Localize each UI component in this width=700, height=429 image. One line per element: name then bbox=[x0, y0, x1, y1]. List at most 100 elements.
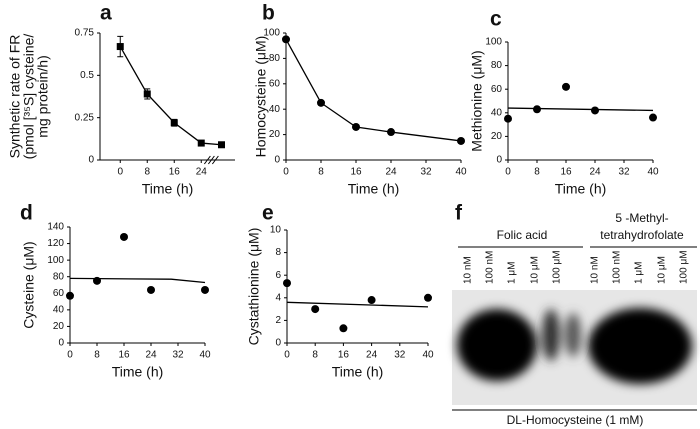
x-tick-label: 8 bbox=[94, 350, 100, 361]
lane-label: 10 nM bbox=[463, 256, 474, 284]
x-tick-label: 16 bbox=[118, 350, 130, 361]
line bbox=[286, 301, 429, 308]
y-axis-title: Methionine (μM) bbox=[469, 50, 485, 151]
y-tick-label: 0 bbox=[274, 155, 280, 166]
panel-label: f bbox=[455, 202, 463, 225]
x-axis-title: Time (h) bbox=[348, 181, 400, 197]
y-tick-label: 140 bbox=[47, 222, 64, 233]
y-tick-label: 0 bbox=[496, 155, 502, 166]
y-tick-label: 0 bbox=[88, 155, 94, 166]
axis-break bbox=[207, 155, 215, 165]
marker bbox=[120, 232, 128, 241]
y-tick-label: 0 bbox=[275, 338, 281, 349]
panel-label: d bbox=[20, 202, 33, 225]
x-tick-label: 16 bbox=[350, 167, 362, 178]
y-tick-label: 4 bbox=[275, 292, 281, 303]
lane-label: 10 μM bbox=[657, 256, 668, 284]
line bbox=[507, 107, 654, 112]
y-tick-label: 80 bbox=[491, 60, 503, 71]
marker bbox=[201, 285, 209, 294]
panel-label: a bbox=[100, 2, 112, 25]
y-tick-label: 20 bbox=[269, 129, 281, 140]
y-tick-label: 100 bbox=[485, 37, 502, 48]
group-label: tetrahydrofolate bbox=[600, 228, 684, 242]
axis-break bbox=[203, 155, 211, 165]
y-tick-label: 10 bbox=[270, 225, 282, 236]
y-tick-label: 100 bbox=[263, 28, 280, 39]
x-tick-label: 8 bbox=[312, 350, 318, 361]
x-tick-label: 8 bbox=[318, 167, 324, 178]
panel-label: e bbox=[262, 202, 274, 225]
x-tick-label: 40 bbox=[422, 350, 434, 361]
marker bbox=[352, 122, 360, 131]
lane-label: 100 nM bbox=[612, 251, 623, 284]
group-label: 5 -Methyl- bbox=[615, 211, 668, 225]
y-tick-label: 40 bbox=[491, 107, 503, 118]
y-tick-label: 6 bbox=[275, 270, 281, 281]
y-tick-label: 2 bbox=[275, 315, 281, 326]
x-axis-title: Time (h) bbox=[112, 364, 164, 380]
marker bbox=[218, 141, 225, 149]
band bbox=[542, 309, 560, 361]
marker bbox=[283, 279, 291, 288]
marker bbox=[116, 43, 124, 51]
x-tick-label: 32 bbox=[420, 167, 432, 178]
y-tick-label: 60 bbox=[269, 78, 281, 89]
band bbox=[457, 309, 537, 381]
lane-label: 100 μM bbox=[679, 250, 690, 284]
lane-label: 1 μM bbox=[634, 262, 645, 284]
panel-label: c bbox=[490, 8, 502, 31]
marker bbox=[311, 305, 320, 314]
y-axis-title: Cystathionine (μM) bbox=[246, 228, 262, 346]
band bbox=[565, 313, 581, 357]
y-tick-label: 0 bbox=[58, 338, 64, 349]
x-tick-label: 0 bbox=[283, 167, 289, 178]
x-tick-label: 8 bbox=[144, 167, 150, 178]
lane-label: 100 nM bbox=[485, 251, 496, 284]
line bbox=[285, 39, 462, 142]
panel-label: b bbox=[262, 2, 275, 25]
x-tick-label: 32 bbox=[394, 350, 406, 361]
marker bbox=[533, 105, 541, 114]
marker bbox=[367, 296, 376, 305]
x-tick-label: 24 bbox=[385, 167, 397, 178]
x-tick-label: 24 bbox=[145, 350, 157, 361]
gel-panel: f Folic acid 5 -Methyl- tetrahydrofolate… bbox=[452, 202, 697, 427]
marker bbox=[317, 98, 325, 107]
y-tick-label: 60 bbox=[53, 288, 65, 299]
y-tick-label: 8 bbox=[275, 247, 281, 258]
marker bbox=[197, 139, 205, 147]
marker bbox=[170, 119, 178, 127]
x-tick-label: 32 bbox=[172, 350, 184, 361]
marker bbox=[504, 114, 512, 123]
lane-label: 10 nM bbox=[590, 256, 601, 284]
y-tick-label: 20 bbox=[491, 131, 503, 142]
marker bbox=[424, 293, 432, 302]
x-tick-label: 24 bbox=[366, 350, 378, 361]
line bbox=[119, 46, 222, 146]
x-tick-label: 0 bbox=[67, 350, 73, 361]
y-tick-label: 0.75 bbox=[75, 28, 95, 39]
x-tick-label: 40 bbox=[647, 167, 659, 178]
gel-bands bbox=[457, 308, 692, 384]
y-tick-label: 40 bbox=[269, 104, 281, 115]
x-axis-title: Time (h) bbox=[332, 364, 384, 380]
y-tick-label: 20 bbox=[53, 321, 65, 332]
y-axis-title: Cysteine (μM) bbox=[21, 241, 37, 328]
marker bbox=[66, 291, 74, 300]
gel-footer: DL-Homocysteine (1 mM) bbox=[507, 413, 644, 427]
marker bbox=[339, 324, 348, 333]
x-axis-title: Time (h) bbox=[142, 181, 194, 197]
lane-label: 100 μM bbox=[552, 250, 563, 284]
x-tick-label: 16 bbox=[560, 167, 572, 178]
y-tick-label: 80 bbox=[269, 53, 281, 64]
band bbox=[588, 308, 692, 384]
y-axis-title: Synthetic rate of FR bbox=[7, 35, 23, 159]
marker bbox=[649, 113, 657, 122]
y-tick-label: 60 bbox=[491, 84, 503, 95]
group-label: Folic acid bbox=[497, 228, 548, 242]
x-tick-label: 16 bbox=[338, 350, 350, 361]
axis-break bbox=[211, 155, 219, 165]
x-tick-label: 0 bbox=[505, 167, 511, 178]
